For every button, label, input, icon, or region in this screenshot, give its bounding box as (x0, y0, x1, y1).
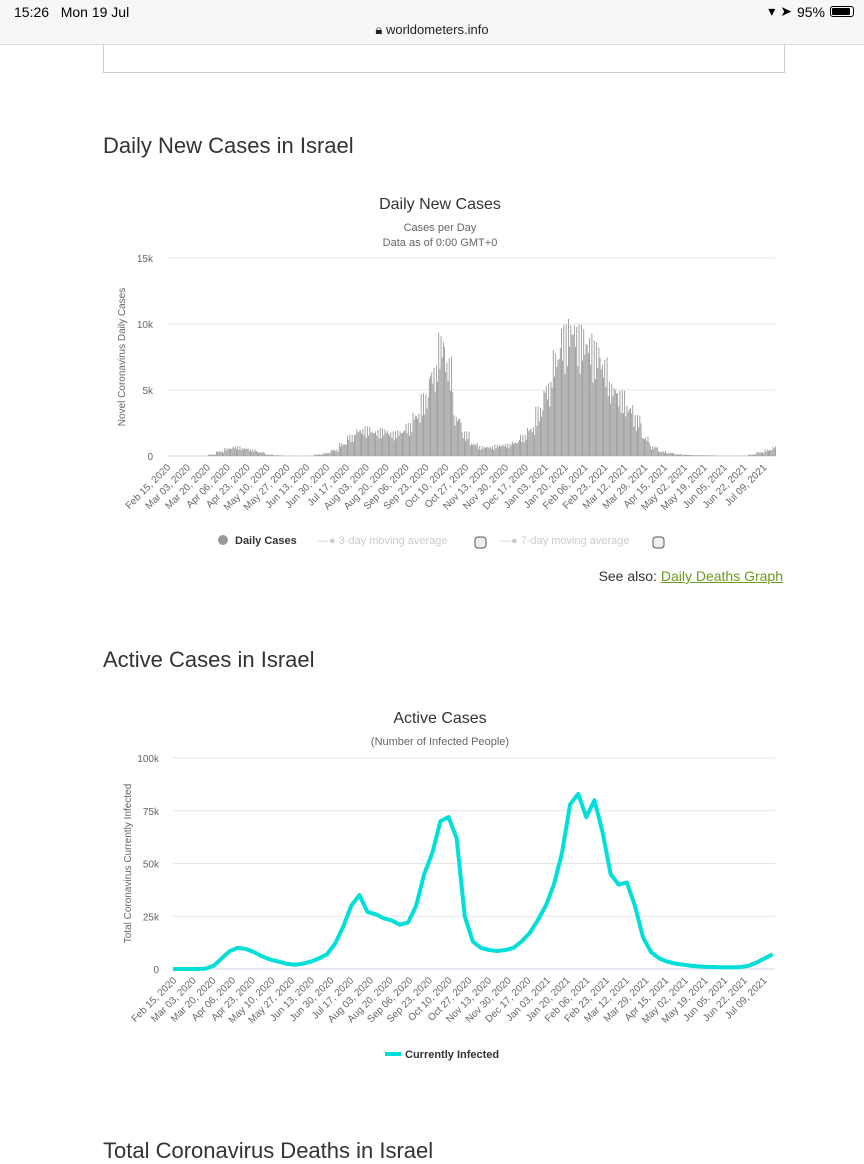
y-tick-label: 75k (143, 807, 160, 818)
legend-currently-infected: Currently Infected (405, 1049, 499, 1061)
chart-subtitle: (Number of Infected People) (371, 736, 509, 748)
deaths-heading: Total Coronavirus Deaths in Israel (103, 1138, 433, 1164)
active-cases-chart: Active Cases (Number of Infected People) 0… (0, 0, 864, 1080)
y-tick-label: 50k (143, 860, 160, 871)
y-tick-label: 0 (153, 965, 159, 976)
series-line (173, 794, 773, 969)
chart-title: Active Cases (393, 710, 486, 727)
y-tick-label: 100k (137, 754, 160, 765)
y-axis-label: Total Coronavirus Currently Infected (123, 784, 134, 944)
y-tick-label: 25k (143, 912, 160, 923)
